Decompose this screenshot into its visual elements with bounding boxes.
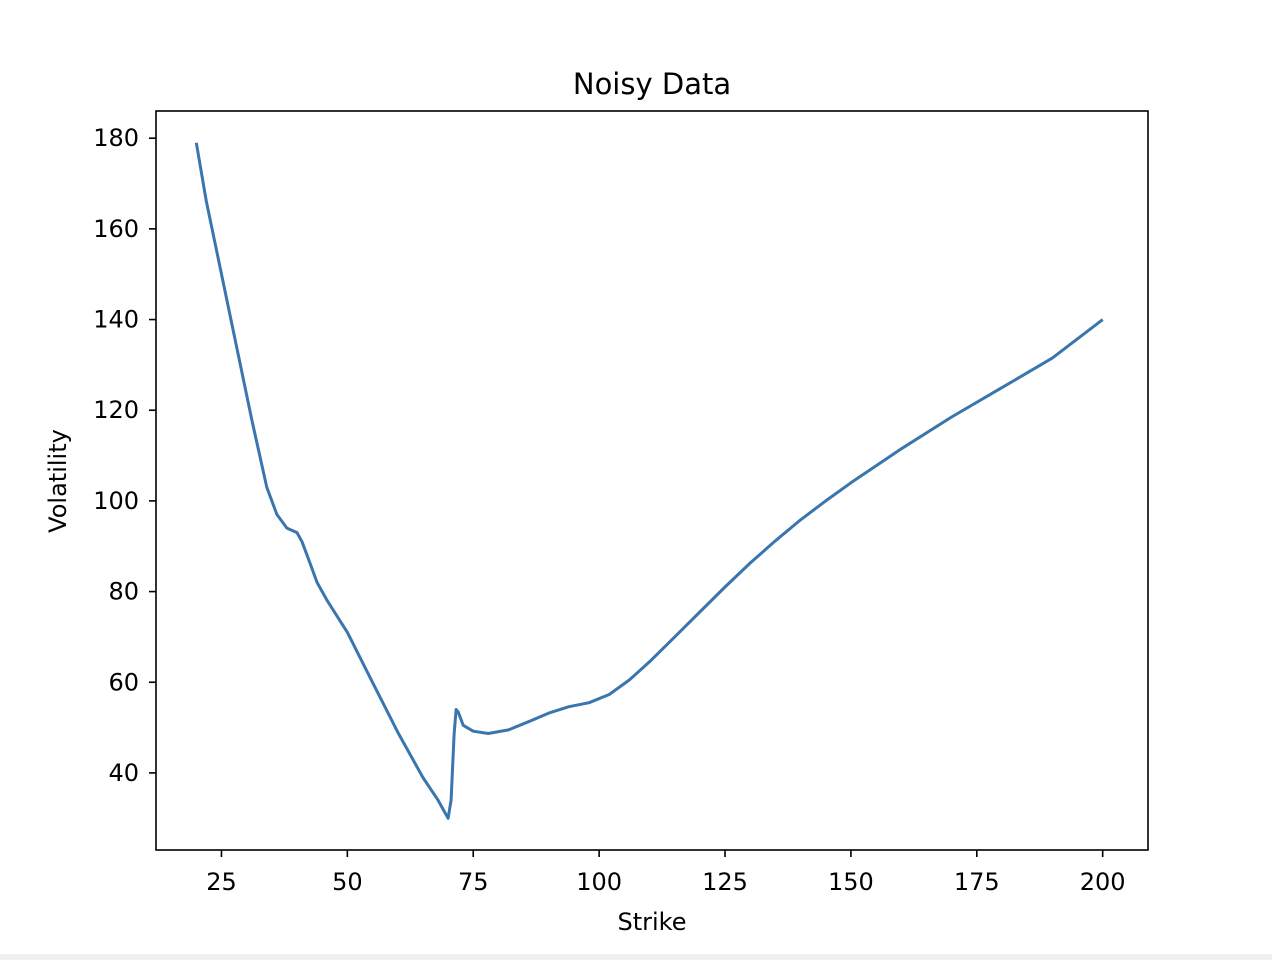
x-tick-label: 25: [206, 868, 237, 896]
y-tick-label: 60: [108, 668, 139, 696]
x-tick-label: 175: [954, 868, 1000, 896]
y-tick-label: 100: [93, 487, 139, 515]
y-tick-label: 160: [93, 215, 139, 243]
y-tick-label: 140: [93, 306, 139, 334]
y-axis-label: Volatility: [44, 429, 72, 533]
x-tick-label: 75: [458, 868, 489, 896]
plot-area-frame: [155, 110, 1149, 851]
y-tick-label: 40: [108, 759, 139, 787]
x-tick-label: 125: [702, 868, 748, 896]
chart-title: Noisy Data: [573, 67, 731, 101]
y-tick-label: 120: [93, 396, 139, 424]
x-tick-label: 100: [576, 868, 622, 896]
series-layer: [194, 142, 1104, 820]
x-tick-label: 50: [332, 868, 363, 896]
y-tick-label: 80: [108, 578, 139, 606]
x-axis-label: Strike: [618, 908, 687, 936]
x-tick-label: 150: [828, 868, 874, 896]
bottom-strip: [0, 954, 1272, 960]
x-axis: 25 50 75 100 125 150 175 200: [206, 850, 1126, 896]
y-axis: 40 60 80 100 120 140 160 180: [93, 124, 156, 787]
series-line-0: [194, 142, 1104, 820]
x-tick-label: 200: [1080, 868, 1126, 896]
y-tick-label: 180: [93, 124, 139, 152]
